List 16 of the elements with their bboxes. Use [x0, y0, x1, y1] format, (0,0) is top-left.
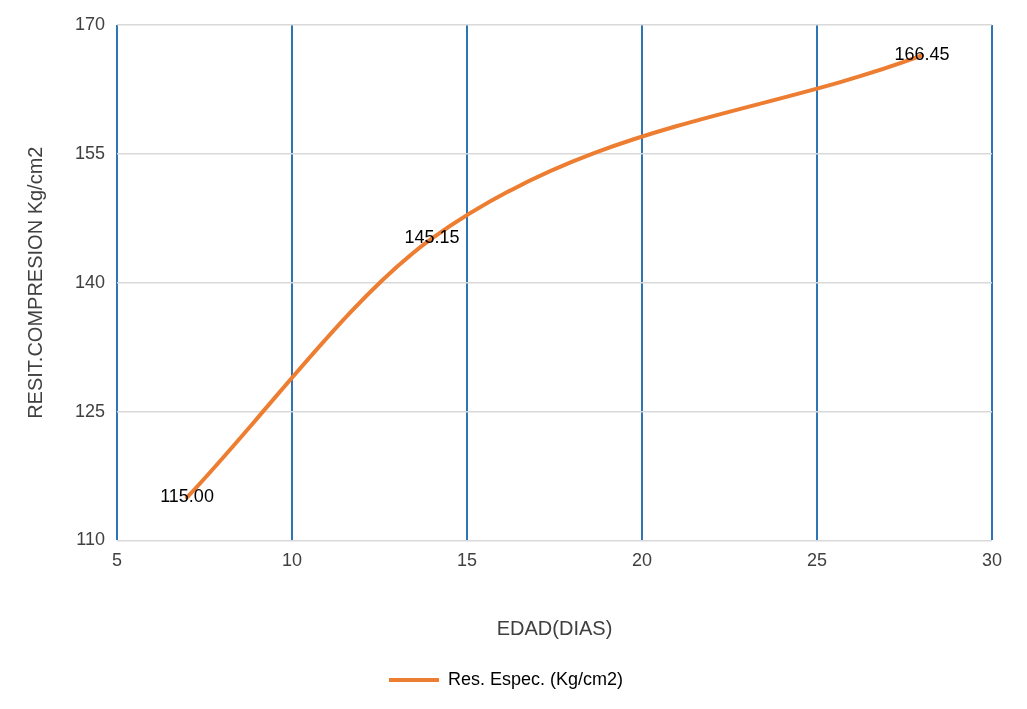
x-tick-label: 20	[632, 550, 653, 571]
x-tick-label: 30	[981, 550, 1003, 571]
legend-label: Res. Espec. (Kg/cm2)	[447, 668, 624, 689]
x-tick-label: 25	[806, 550, 828, 571]
y-tick-label: 125	[74, 400, 106, 421]
data-label: 166.45	[894, 44, 950, 65]
data-label: 115.00	[160, 486, 214, 507]
y-tick-label: 170	[74, 13, 106, 34]
x-tick-label: 10	[282, 550, 303, 571]
x-axis-title: EDAD(DIAS)	[496, 616, 613, 639]
y-axis-title: RESIT.COMPRESION Kg/cm2	[23, 146, 46, 419]
x-tick-label: 15	[457, 550, 478, 571]
y-tick-label: 110	[76, 529, 106, 550]
x-tick-label: 5	[112, 550, 123, 571]
y-tick-label: 155	[74, 142, 106, 163]
y-tick-label: 140	[74, 271, 106, 292]
